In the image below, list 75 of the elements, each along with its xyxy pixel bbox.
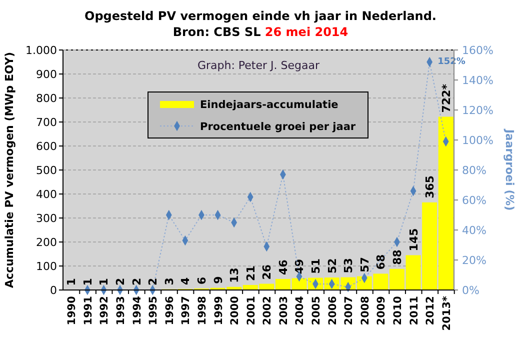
x-tick-label: 2011 <box>408 296 420 326</box>
y-tick-label: 400 <box>36 188 57 201</box>
data-label: 722* <box>440 84 453 113</box>
x-tick-label: 1998 <box>196 296 208 326</box>
y-tick-label: 300 <box>36 212 57 225</box>
x-tick-label: 1993 <box>115 296 128 326</box>
x-tick-label: 1997 <box>180 296 192 326</box>
y-tick-label: 500 <box>36 164 57 177</box>
data-label: 6 <box>195 276 208 285</box>
y2-axis-title: Jaargroei (%) <box>503 128 516 211</box>
y2-tick-label: 120% <box>462 104 494 117</box>
x-tick-label: 2001 <box>245 296 258 326</box>
x-tick-label: 2010 <box>392 296 404 326</box>
data-label: 1 <box>98 278 111 286</box>
chart-title: Opgesteld PV vermogen einde vh jaar in Nederland. <box>84 9 436 23</box>
y2-tick-label: 140% <box>462 74 494 87</box>
y-tick-label: 100 <box>36 260 57 273</box>
y-tick-label: 700 <box>36 116 57 129</box>
data-label: 68 <box>374 254 388 270</box>
y-axis-title: Accumulatie PV vermogen (MWp EOY) <box>3 52 16 288</box>
x-tick-label: 2009 <box>376 296 388 326</box>
x-tick-label: 1994 <box>131 296 144 326</box>
data-label: 4 <box>179 277 192 286</box>
x-tick-label: 1991 <box>82 296 94 326</box>
y2-tick-label: 20% <box>462 254 486 267</box>
data-label: 46 <box>276 259 290 275</box>
y2-tick-label: 80% <box>462 164 486 177</box>
x-tick-label: 2000 <box>229 296 242 326</box>
x-tick-label: 1999 <box>212 296 225 326</box>
y-tick-label: 600 <box>36 140 57 153</box>
y-tick-label: 900 <box>36 68 57 81</box>
data-label: 365 <box>424 175 437 198</box>
data-label: 2 <box>114 278 128 286</box>
data-label: 51 <box>310 258 323 274</box>
data-label: 1 <box>81 278 94 286</box>
legend-label: Procentuele groei per jaar <box>200 121 356 133</box>
data-label: 3 <box>162 278 176 286</box>
data-label: 13 <box>228 268 242 283</box>
x-tick-label: 2004 <box>294 296 306 326</box>
y2-tick-label: 100% <box>462 134 494 147</box>
x-tick-label: 2012 <box>424 296 437 326</box>
y2-tick-label: 40% <box>462 224 486 237</box>
y-tick-label: 1.000 <box>26 44 57 57</box>
data-label: 49 <box>293 258 306 274</box>
data-label: 2 <box>146 278 160 286</box>
data-label: 57 <box>358 257 372 272</box>
x-tick-label: 1990 <box>66 296 78 326</box>
y2-tick-label: 60% <box>462 194 486 207</box>
y2-tick-label: 0% <box>462 284 480 297</box>
annotation: Graph: Peter J. Segaar <box>197 59 320 72</box>
legend-label: Eindejaars-accumulatie <box>200 99 338 111</box>
x-tick-label: 2006 <box>326 296 339 326</box>
data-label: 88 <box>390 250 404 265</box>
data-label: 21 <box>244 266 258 281</box>
data-label: 52 <box>326 258 339 274</box>
y-tick-label: 800 <box>36 92 57 105</box>
y2-tick-label: 160% <box>462 44 494 57</box>
x-tick-label: 2002 <box>262 296 274 326</box>
data-label: 26 <box>260 264 274 280</box>
chart-subtitle: Bron: CBS SL 26 mei 2014 <box>172 25 348 39</box>
x-tick-label: 1995 <box>148 296 160 326</box>
data-label: 9 <box>212 276 225 284</box>
data-label: 53 <box>342 258 356 274</box>
x-tick-label: 2013* <box>440 295 453 331</box>
x-tick-label: 1996 <box>164 296 176 326</box>
x-tick-label: 2008 <box>359 296 372 326</box>
x-tick-label: 2007 <box>343 296 356 326</box>
data-label: 1 <box>65 278 78 286</box>
x-tick-label: 2003 <box>278 296 290 326</box>
x-tick-label: 1992 <box>98 296 111 326</box>
x-tick-label: 2005 <box>310 296 323 326</box>
y-tick-label: 0 <box>50 284 57 297</box>
data-label: 145 <box>407 228 420 252</box>
y-tick-label: 200 <box>36 236 57 249</box>
data-label: 2 <box>130 278 144 286</box>
